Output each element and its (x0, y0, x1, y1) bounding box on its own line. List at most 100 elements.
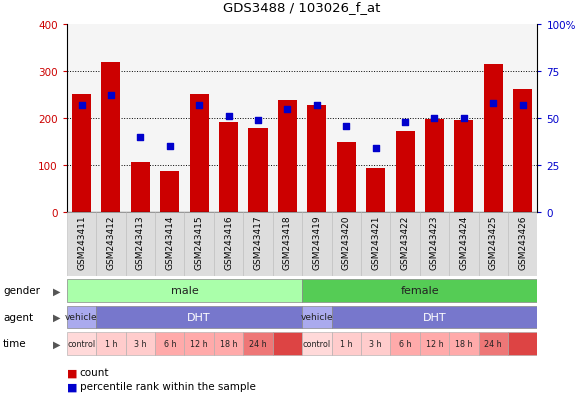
Text: GSM243425: GSM243425 (489, 215, 498, 269)
Text: GSM243423: GSM243423 (430, 215, 439, 269)
Text: count: count (80, 368, 109, 377)
Point (165, 144, 174, 150)
Bar (131, 162, 150, 213)
Point (489, 100, 498, 107)
Point (195, 102, 204, 109)
Text: GSM243426: GSM243426 (518, 215, 527, 269)
Point (342, 123, 351, 130)
Bar (67, 279, 302, 302)
Text: ▶: ▶ (53, 339, 60, 349)
Point (400, 119, 410, 126)
Text: 6 h: 6 h (163, 339, 176, 348)
Bar (332, 213, 361, 277)
Text: ▶: ▶ (53, 312, 60, 322)
Text: vehicle: vehicle (300, 313, 333, 322)
Text: GSM243417: GSM243417 (253, 215, 263, 269)
Text: ■: ■ (67, 368, 77, 377)
Text: GSM243413: GSM243413 (136, 215, 145, 269)
Bar (272, 213, 302, 277)
Bar (243, 332, 272, 355)
Bar (189, 95, 209, 213)
Bar (214, 332, 243, 355)
Text: GSM243420: GSM243420 (342, 215, 351, 269)
Bar (272, 332, 302, 355)
Bar (302, 332, 332, 355)
Bar (454, 121, 474, 213)
Point (312, 102, 321, 109)
Bar (249, 129, 268, 213)
Bar (96, 332, 125, 355)
Text: GDS3488 / 103026_f_at: GDS3488 / 103026_f_at (224, 2, 381, 14)
Bar (96, 306, 302, 329)
Text: GSM243424: GSM243424 (460, 215, 468, 269)
Text: 24 h: 24 h (249, 339, 267, 348)
Bar (278, 101, 297, 213)
Point (224, 114, 233, 120)
Text: DHT: DHT (422, 312, 446, 322)
Point (371, 145, 381, 152)
Point (253, 117, 263, 124)
Bar (390, 332, 420, 355)
Point (136, 134, 145, 141)
Text: 3 h: 3 h (134, 339, 146, 348)
Text: GSM243421: GSM243421 (371, 215, 380, 269)
Bar (219, 123, 238, 213)
Bar (67, 213, 96, 277)
Text: 1 h: 1 h (105, 339, 117, 348)
Point (430, 116, 439, 122)
Text: control: control (67, 339, 96, 348)
Bar (185, 332, 214, 355)
Bar (72, 94, 91, 213)
Bar (302, 279, 537, 302)
Bar (508, 332, 537, 355)
Bar (508, 213, 537, 277)
Text: control: control (303, 339, 331, 348)
Bar (125, 213, 155, 277)
Bar (302, 306, 332, 329)
Text: 18 h: 18 h (455, 339, 472, 348)
Bar (420, 332, 449, 355)
Text: 18 h: 18 h (220, 339, 237, 348)
Text: female: female (400, 286, 439, 296)
Text: ■: ■ (67, 382, 77, 392)
Bar (420, 213, 449, 277)
Bar (101, 63, 120, 213)
Text: GSM243418: GSM243418 (283, 215, 292, 269)
Text: agent: agent (3, 312, 33, 322)
Bar (513, 90, 532, 213)
Point (283, 106, 292, 113)
Point (459, 116, 468, 122)
Bar (96, 213, 125, 277)
Bar (185, 213, 214, 277)
Text: 6 h: 6 h (399, 339, 411, 348)
Text: GSM243414: GSM243414 (165, 215, 174, 269)
Bar (396, 131, 415, 213)
Bar (479, 332, 508, 355)
Text: 12 h: 12 h (191, 339, 208, 348)
Text: 3 h: 3 h (370, 339, 382, 348)
Bar (67, 306, 96, 329)
Text: percentile rank within the sample: percentile rank within the sample (80, 382, 256, 392)
Bar (332, 306, 537, 329)
Bar (361, 213, 390, 277)
Text: time: time (3, 339, 27, 349)
Text: vehicle: vehicle (65, 313, 98, 322)
Text: GSM243412: GSM243412 (106, 215, 116, 269)
Text: DHT: DHT (187, 312, 211, 322)
Bar (307, 106, 327, 213)
Bar (479, 213, 508, 277)
Bar (302, 213, 332, 277)
Bar (243, 213, 272, 277)
Bar (449, 332, 479, 355)
Bar (361, 332, 390, 355)
Bar (390, 213, 420, 277)
Bar (332, 332, 361, 355)
Text: GSM243411: GSM243411 (77, 215, 86, 269)
Text: ▶: ▶ (53, 286, 60, 296)
Bar (160, 172, 180, 213)
Bar (366, 169, 385, 213)
Bar (155, 213, 185, 277)
Bar (336, 142, 356, 213)
Text: 12 h: 12 h (426, 339, 443, 348)
Point (106, 93, 116, 100)
